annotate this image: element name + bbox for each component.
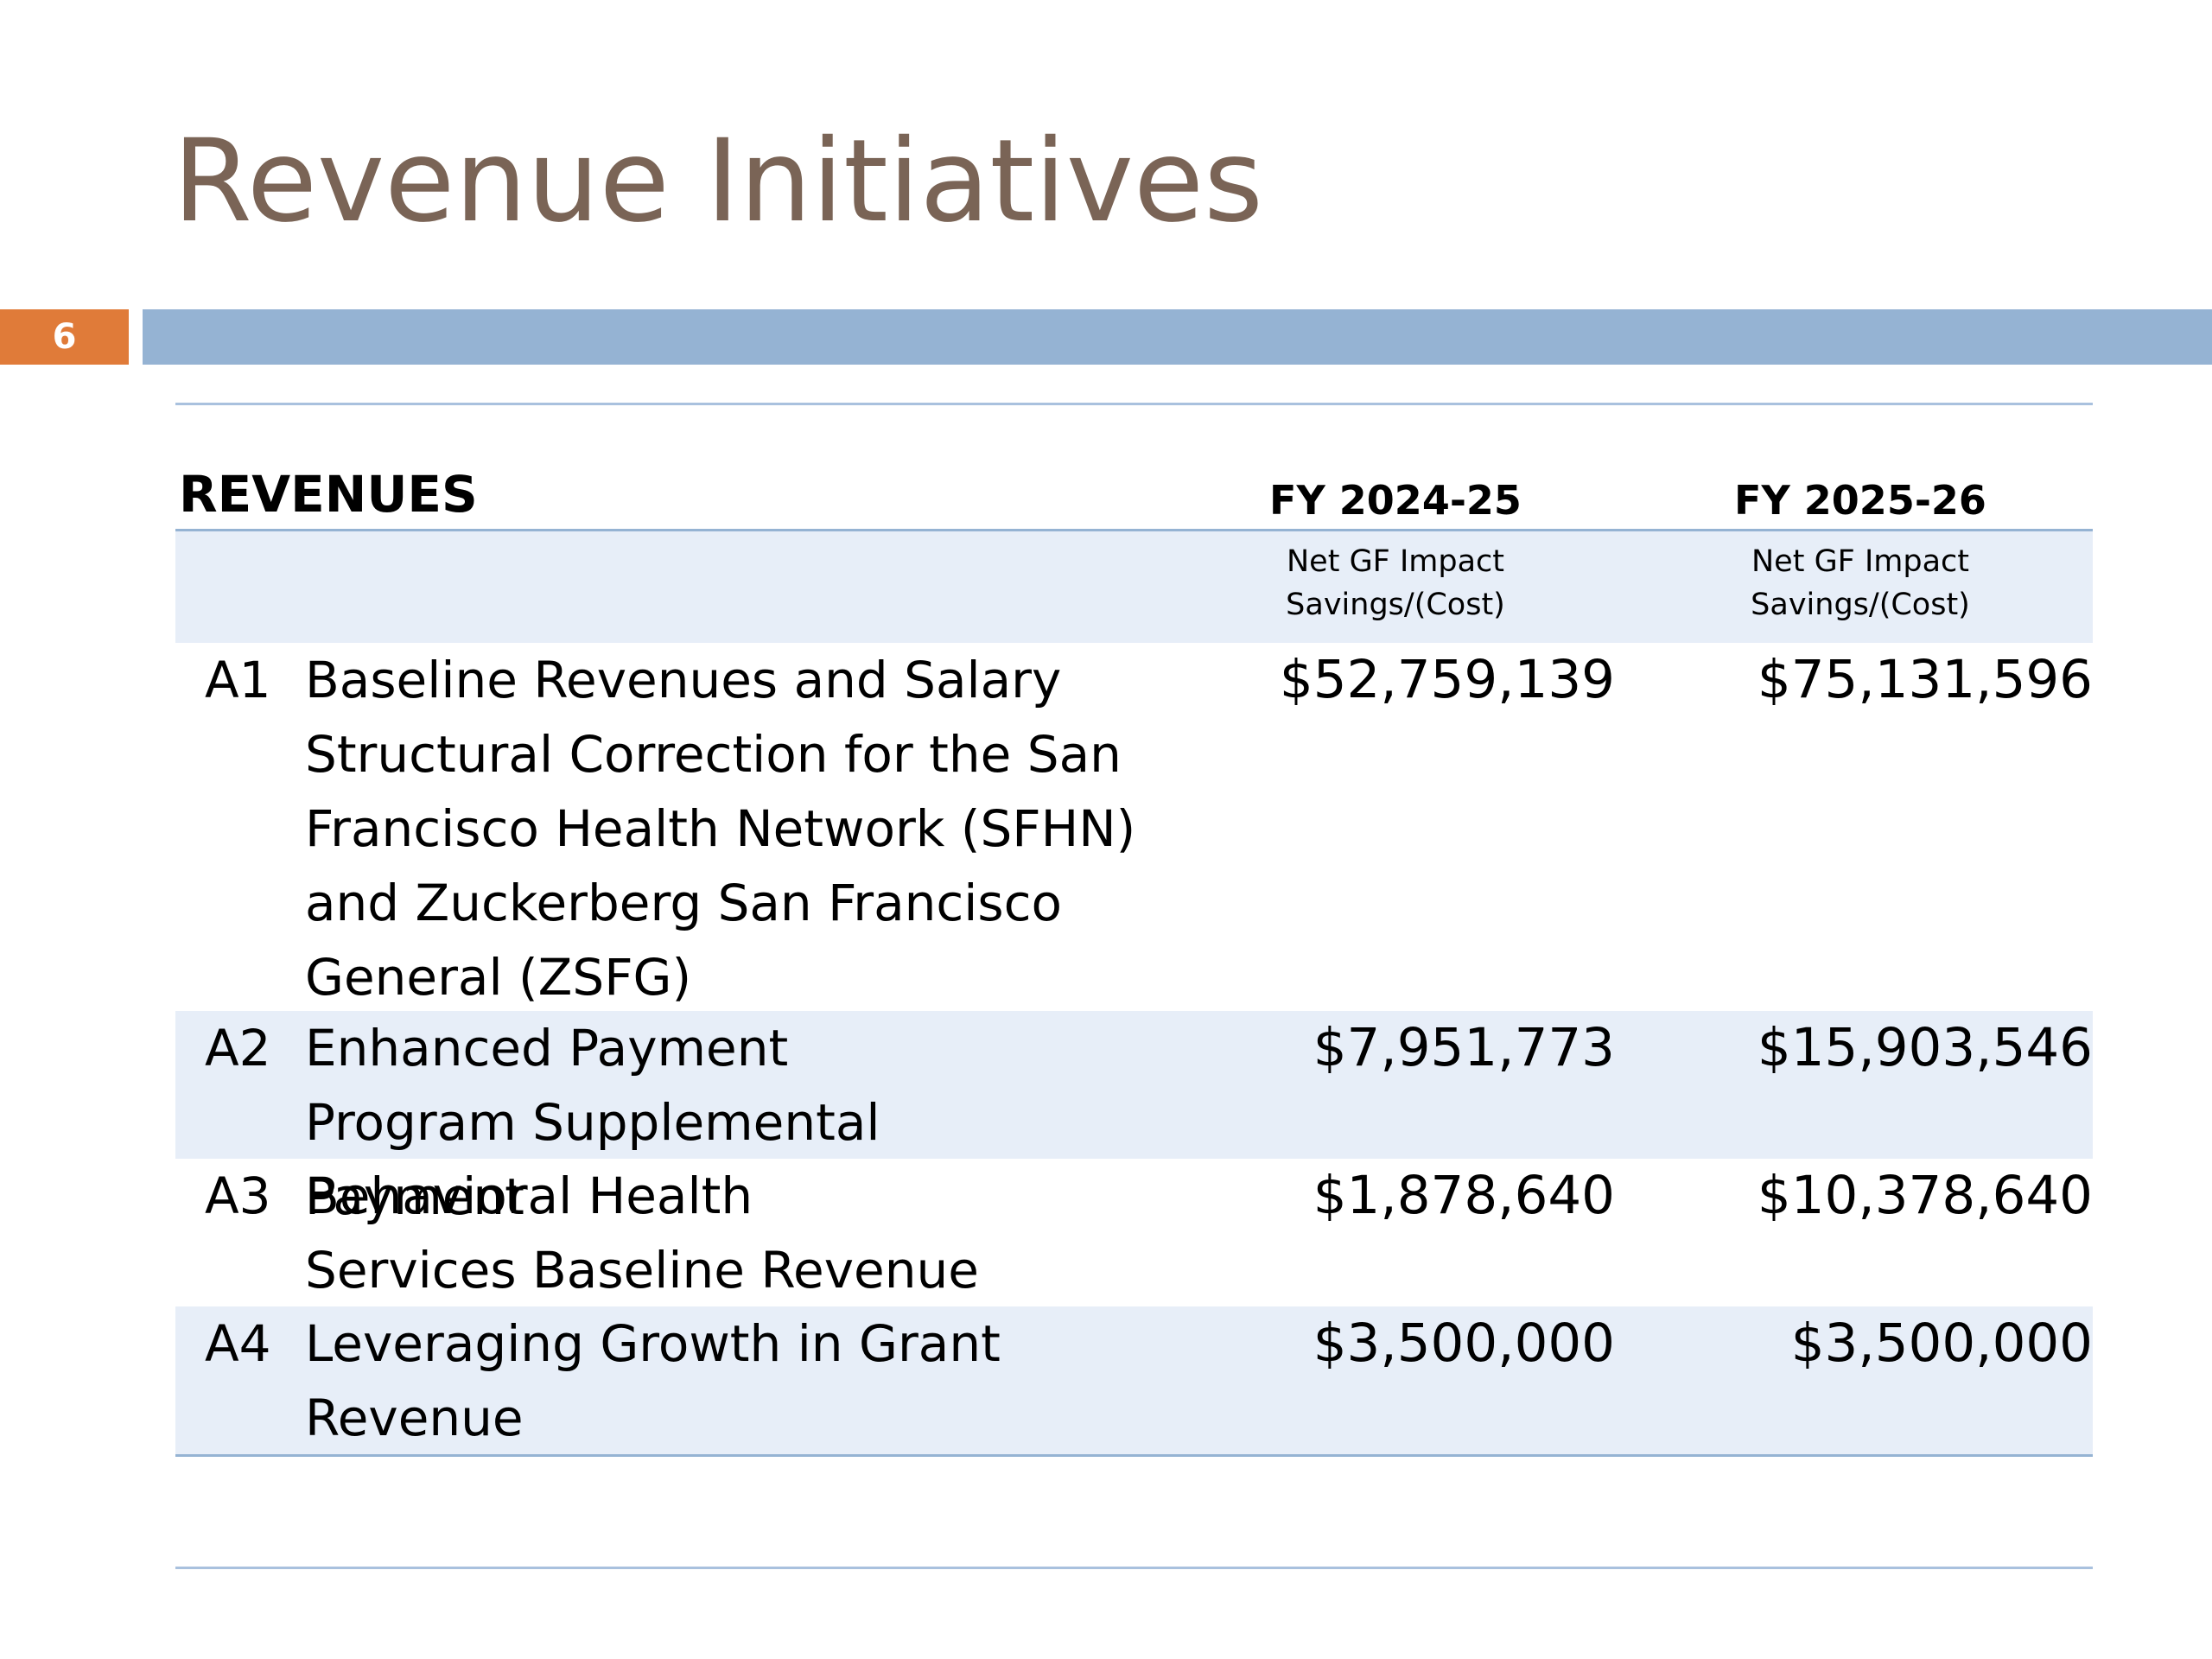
row-id: A4: [205, 1314, 271, 1373]
title-accent-bar: [143, 309, 2212, 365]
table-row: A1 Baseline Revenues and Salary Structur…: [175, 643, 2093, 1011]
row-id: A2: [205, 1019, 271, 1077]
table-subheader: Net GF Impact Savings/(Cost) Net GF Impa…: [175, 531, 2093, 643]
row-description: Baseline Revenues and Salary Structural …: [305, 651, 1136, 1007]
bottom-divider: [175, 1567, 2093, 1569]
row-description: Enhanced Payment Program Supplemental Pa…: [305, 1019, 880, 1226]
row-value-fy2425: $52,759,139: [1279, 649, 1615, 710]
slide-number: 6: [0, 309, 129, 365]
section-label: REVENUES: [179, 465, 478, 524]
row-value-fy2425: $7,951,773: [1313, 1017, 1615, 1078]
row-description: Behavioral Health Services Baseline Reve…: [305, 1166, 979, 1300]
column-header-fy2526: FY 2025-26: [1734, 477, 1986, 524]
row-id: A1: [205, 651, 271, 709]
subheader-fy2526: Net GF Impact Savings/(Cost): [1696, 540, 2024, 626]
subheader-line: Net GF Impact: [1287, 544, 1504, 579]
row-value-fy2425: $3,500,000: [1313, 1313, 1615, 1374]
table-row: A2 Enhanced Payment Program Supplemental…: [175, 1011, 2093, 1226]
table-row: A4 Leveraging Growth in Grant Revenue $3…: [175, 1306, 2093, 1454]
row-id: A3: [205, 1166, 271, 1225]
column-header-fy2425: FY 2024-25: [1269, 477, 1522, 524]
row-description: Leveraging Growth in Grant Revenue: [305, 1314, 1001, 1447]
row-value-fy2526: $75,131,596: [1757, 649, 2093, 710]
row-value-fy2526: $10,378,640: [1757, 1165, 2093, 1226]
subheader-line: Net GF Impact: [1751, 544, 1969, 579]
table-row: A3 Behavioral Health Services Baseline R…: [175, 1159, 2093, 1306]
top-divider: [175, 403, 2093, 405]
table-header: REVENUES FY 2024-25 FY 2025-26: [175, 458, 2093, 531]
subheader-line: Savings/(Cost): [1751, 588, 1970, 622]
row-value-fy2526: $15,903,546: [1757, 1017, 2093, 1078]
table-bottom-rule: [175, 1454, 2093, 1457]
row-value-fy2526: $3,500,000: [1790, 1313, 2093, 1374]
row-value-fy2425: $1,878,640: [1313, 1165, 1615, 1226]
slide-title: Revenue Initiatives: [173, 115, 1263, 248]
revenue-table: REVENUES FY 2024-25 FY 2025-26 Net GF Im…: [175, 458, 2093, 1457]
subheader-fy2425: Net GF Impact Savings/(Cost): [1231, 540, 1560, 626]
subheader-line: Savings/(Cost): [1286, 588, 1505, 622]
